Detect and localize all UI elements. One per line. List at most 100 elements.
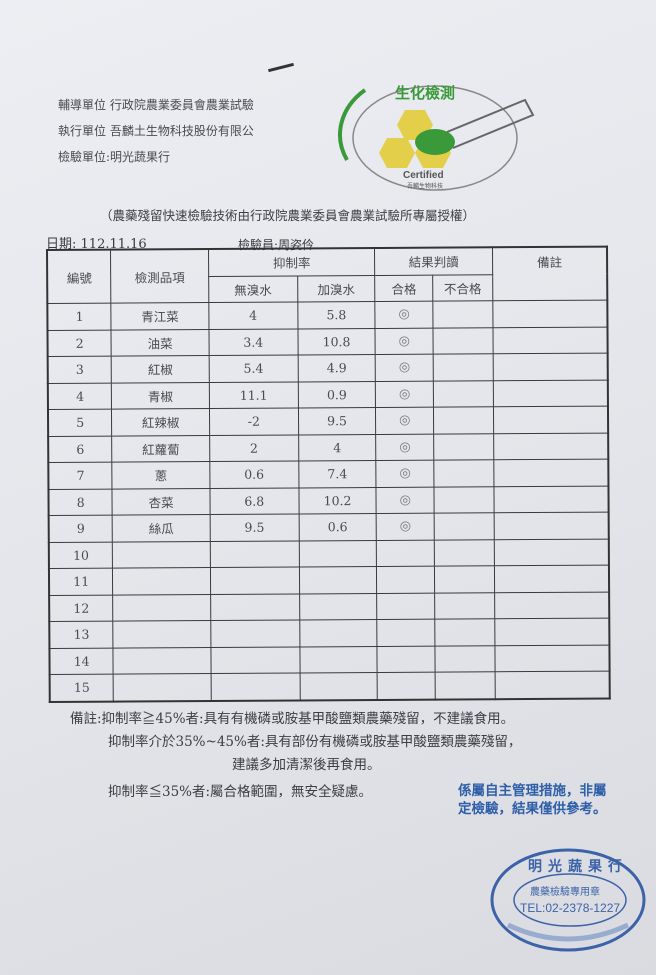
cell-fail [433, 459, 494, 487]
authorization-note: （農藥殘留快速檢驗技術由行政院農業委員會農業試驗所專屬授權） [100, 208, 476, 223]
executing-unit: 執行單位 吾麟土生物科技股份有限公 [58, 124, 254, 138]
cell-no: 14 [49, 647, 114, 675]
cell-no: 15 [49, 674, 114, 702]
cell-remarks [493, 485, 609, 513]
hexagon-shape [379, 138, 415, 168]
stamp-address-band [506, 922, 630, 942]
disclaimer-line: 係屬自主管理措施，非屬 [458, 783, 607, 799]
stamp-tel: TEL:02-2378-1227 [520, 901, 620, 915]
cell-pass [376, 539, 435, 567]
logo-arc [338, 88, 367, 162]
header-fail: 不合格 [432, 274, 493, 302]
table-row: 4 青椒 11.1 0.9 ◎ [47, 379, 608, 410]
test-date: 112.11.16 [80, 237, 147, 252]
cell-no: 8 [48, 488, 113, 516]
cell-with-bromine: 5.8 [297, 301, 376, 329]
cell-with-bromine: 4 [298, 433, 377, 461]
cell-pass: ◎ [376, 460, 435, 487]
disclaimer: 係屬自主管理措施，非屬 定檢驗，結果僅供參考。 [458, 782, 607, 818]
cell-remarks [494, 644, 610, 672]
cell-with-bromine: 7.4 [298, 460, 377, 488]
cell-no-bromine [210, 646, 300, 674]
cell-fail [434, 486, 495, 514]
cell-remarks [494, 538, 609, 566]
table-row: 11 [48, 565, 610, 595]
table-row: 14 [49, 644, 610, 675]
cell-remarks [493, 459, 609, 487]
cell-item [113, 647, 211, 675]
cell-no: 1 [47, 303, 112, 330]
cell-no-bromine: 4 [208, 301, 298, 330]
cell-item: 紅辣椒 [111, 408, 210, 436]
cell-with-bromine [299, 566, 377, 594]
cell-pass [377, 672, 436, 700]
cell-no: 9 [48, 515, 113, 542]
cell-remarks [493, 353, 608, 381]
logo-dot [415, 129, 455, 155]
cell-remarks [493, 432, 609, 460]
testing-unit: 檢驗單位:明光蔬果行 [58, 150, 171, 164]
stamp-inner-ring [513, 873, 627, 927]
cell-no-bromine [210, 619, 300, 648]
cell-pass: ◎ [375, 380, 434, 408]
header-inhibition: 抑制率 [208, 247, 376, 277]
cell-no: 3 [47, 356, 112, 383]
cell-pass: ◎ [376, 486, 435, 514]
cell-no: 5 [47, 409, 112, 436]
disclaimer-line: 定檢驗，結果僅供參考。 [458, 801, 607, 817]
certification-logo: 生化檢測 Certified 吾麟生物科技 [338, 84, 535, 191]
test-meta: 日期: 112.11.16 檢驗員:周姿伶 [46, 233, 314, 252]
cell-fail [434, 512, 495, 540]
logo-ring [352, 85, 518, 191]
cell-no-bromine [210, 566, 300, 595]
header-remarks: 備註 [492, 246, 608, 301]
cell-fail [434, 539, 495, 567]
cell-with-bromine: 0.9 [297, 380, 376, 408]
date-label: 日期: [46, 237, 77, 252]
cell-pass: ◎ [375, 354, 434, 381]
cell-item [112, 541, 211, 569]
cell-item [112, 594, 211, 622]
logo-company: 吾麟生物科技 [407, 182, 443, 190]
cell-remarks [493, 406, 609, 434]
cell-with-bromine [299, 645, 378, 673]
cell-with-bromine: 10.8 [297, 327, 376, 355]
cell-pass [376, 566, 435, 593]
stamp-name: 明光蔬果行 [528, 858, 628, 875]
cell-fail [433, 433, 494, 461]
cell-no: 4 [47, 382, 112, 410]
cell-pass: ◎ [376, 513, 435, 540]
cell-fail [434, 618, 495, 646]
cell-remarks [494, 512, 609, 540]
cell-no-bromine: -2 [209, 407, 299, 436]
cell-fail [435, 645, 496, 673]
cell-item: 杏菜 [112, 488, 210, 516]
header-pass: 合格 [375, 274, 433, 302]
cell-no-bromine: 11.1 [209, 381, 299, 409]
cell-no-bromine [210, 593, 300, 621]
note-mid: 抑制率介於35%~45%者:具有部份有機磷或胺基甲酸鹽類農藥殘留， [108, 734, 522, 750]
cell-pass [377, 619, 436, 646]
inspector: 檢驗員:周姿伶 [238, 236, 314, 253]
header-item: 檢測品項 [110, 249, 209, 304]
cell-remarks [492, 300, 608, 328]
table-row: 12 [49, 591, 610, 622]
shop-stamp: 明光蔬果行 農藥檢驗專用章 TEL:02-2378-1227 [490, 848, 646, 952]
cell-with-bromine [299, 592, 378, 620]
table-row: 13 [49, 618, 610, 648]
cell-no: 6 [48, 435, 113, 463]
cell-remarks [494, 618, 610, 646]
header-with-bromine: 加溴水 [297, 274, 376, 302]
cell-item [112, 567, 211, 595]
cell-no: 7 [48, 462, 113, 489]
inspector-label: 檢驗員: [238, 238, 279, 252]
cell-item: 青椒 [111, 382, 210, 410]
table-row: 3 紅椒 5.4 4.9 ◎ [47, 353, 608, 383]
note-mid-advice: 建議多加清潔後再食用。 [232, 757, 381, 773]
cell-no: 10 [48, 541, 113, 569]
cell-with-bromine: 0.6 [298, 513, 377, 541]
results-table: 編號 檢測品項 抑制率 結果判讀 備註 無溴水 加溴水 合格 不合格 1 青江菜 4… [46, 245, 611, 703]
cell-item: 絲瓜 [112, 514, 211, 542]
cell-with-bromine: 4.9 [297, 354, 376, 382]
cell-remarks [494, 565, 610, 593]
